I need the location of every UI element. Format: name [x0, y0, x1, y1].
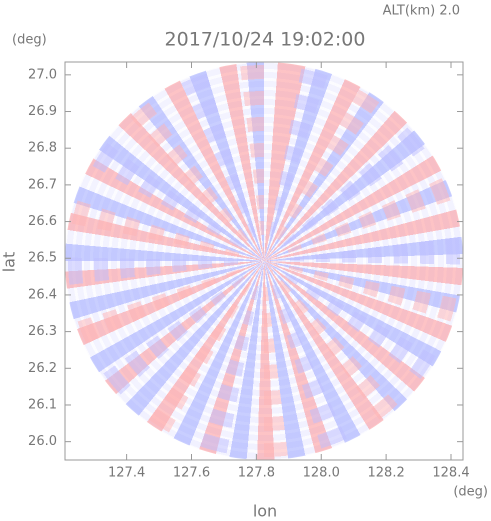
y-tick-label: 26.9: [28, 104, 57, 119]
annotation: ALT(km) 2.0: [383, 4, 460, 19]
y-tick-label: 26.4: [28, 287, 57, 302]
y-axis-label: lat: [0, 252, 19, 273]
y-tick-label: 26.7: [28, 177, 57, 192]
x-unit: (deg): [453, 485, 488, 500]
x-tick-label: 127.4: [108, 466, 145, 481]
y-tick-label: 27.0: [28, 67, 57, 82]
y-tick-label: 26.0: [28, 434, 57, 449]
y-tick-label: 26.5: [28, 251, 57, 266]
x-tick-label: 127.6: [173, 466, 210, 481]
y-unit: (deg): [12, 33, 47, 48]
y-tick-label: 26.3: [28, 324, 57, 339]
y-tick-label: 26.6: [28, 214, 57, 229]
x-axis-label: lon: [253, 502, 277, 521]
y-tick-label: 26.1: [28, 397, 57, 412]
x-tick-label: 128.0: [303, 466, 340, 481]
x-tick-label: 128.4: [432, 466, 469, 481]
y-tick-label: 26.8: [28, 141, 57, 156]
chart-title: 2017/10/24 19:02:00: [165, 29, 366, 51]
plot-frame: [64, 61, 464, 461]
x-tick-label: 128.2: [368, 466, 405, 481]
x-tick-label: 127.8: [238, 466, 275, 481]
y-tick-label: 26.2: [28, 361, 57, 376]
radar-echo-overlay: [65, 62, 463, 460]
